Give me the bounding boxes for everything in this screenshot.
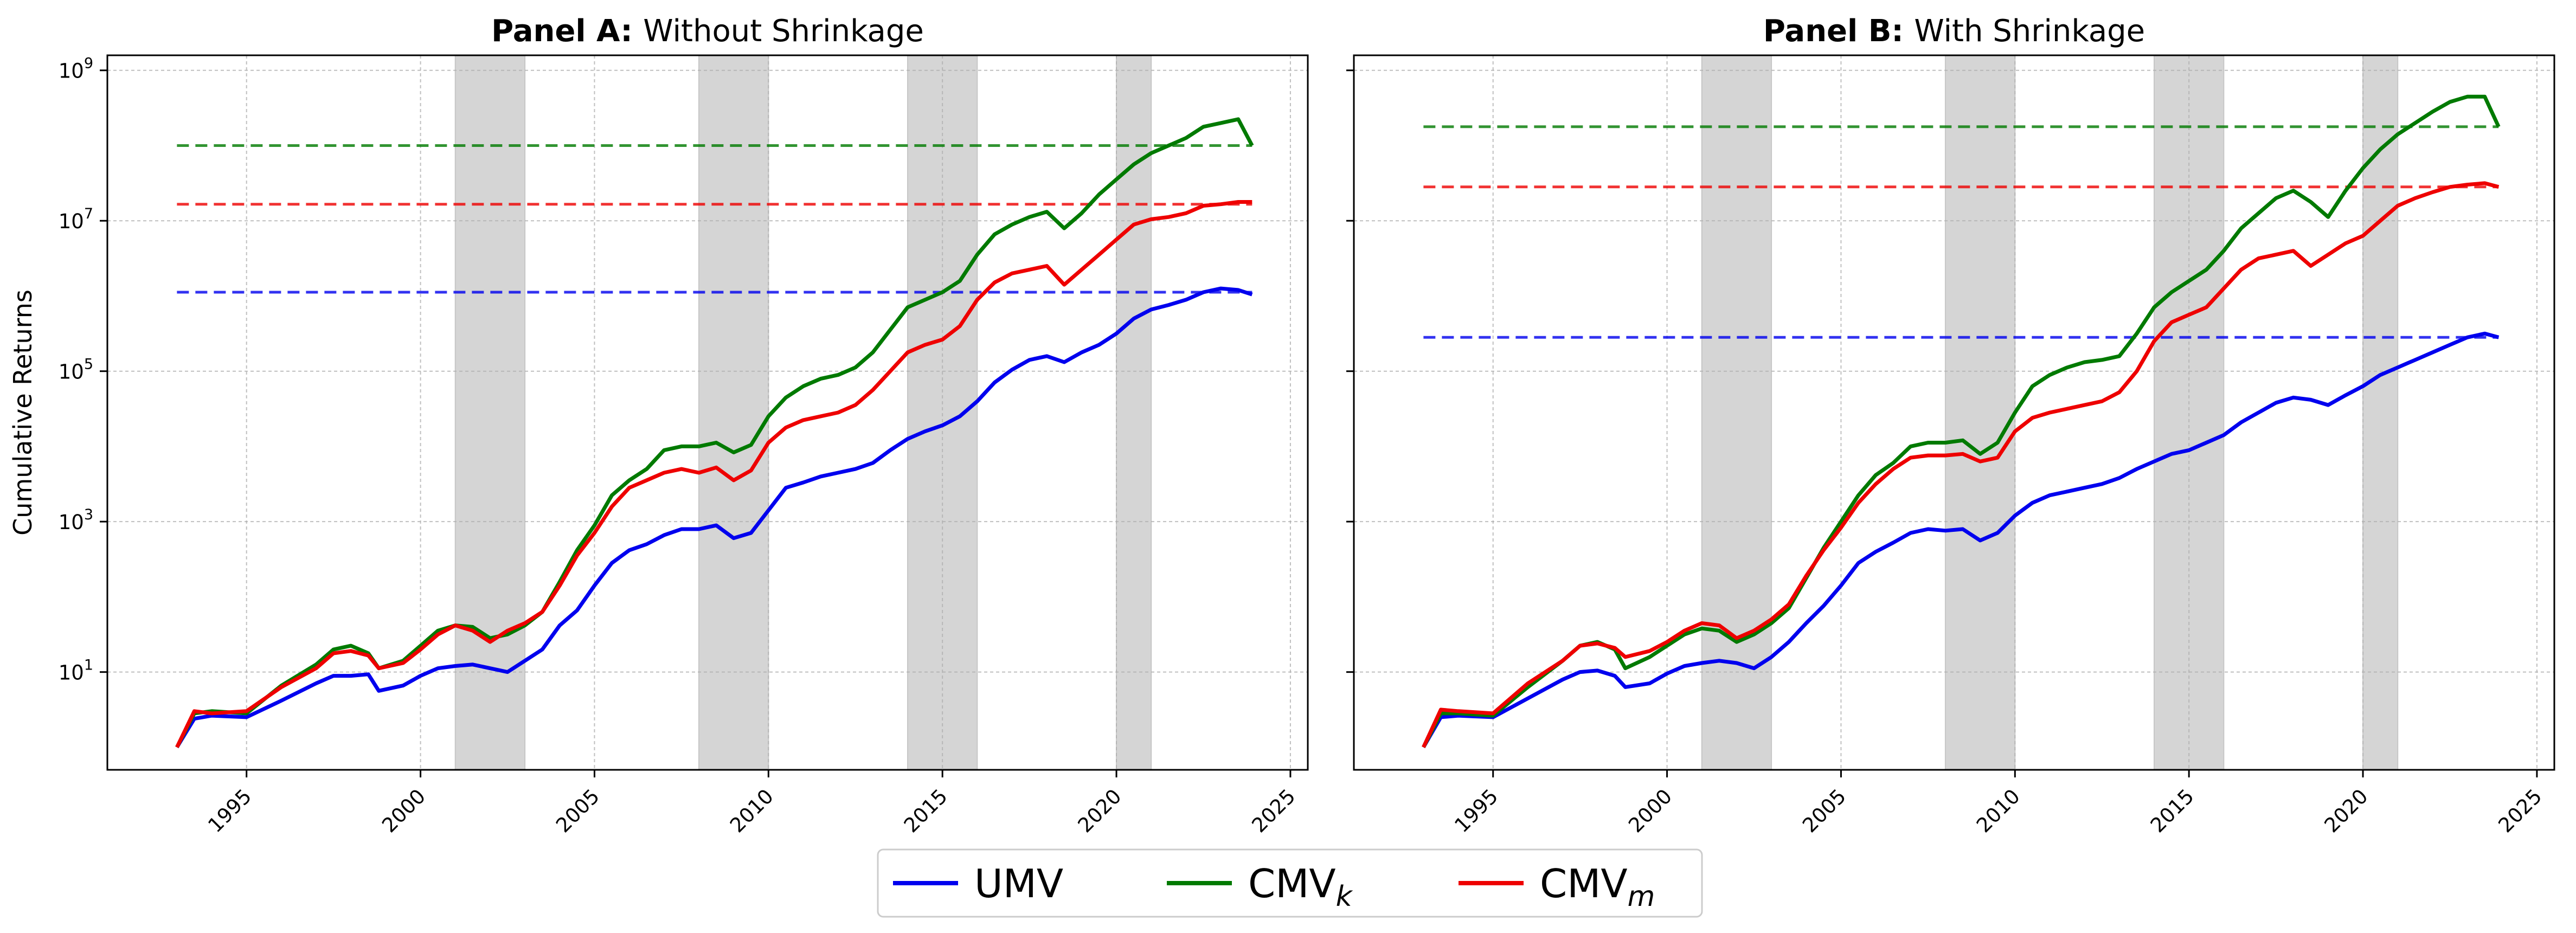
legend-frame	[877, 848, 1703, 918]
shaded-period	[1701, 55, 1772, 770]
x-tick-label: 2025	[1248, 784, 1300, 837]
reference-lines	[177, 144, 1252, 294]
legend-label-cmv-k: CMVk	[1248, 861, 1353, 913]
x-axis: 1995 2000 2005 2010 2015 2020 2025	[1450, 770, 2547, 837]
x-tick-label: 2015	[900, 784, 952, 837]
x-tick-label: 2020	[1074, 784, 1126, 837]
x-tick-label: 2020	[2320, 784, 2373, 837]
legend-label-umv: UMV	[974, 861, 1063, 906]
x-tick-label: 2015	[2146, 784, 2199, 837]
panel-b: 1995 2000 2005 2010 2015 2020 2025 Panel B: Wit…	[1346, 14, 2555, 837]
legend: UMV CMVk CMVm	[877, 848, 1703, 918]
shaded-period	[2154, 55, 2225, 770]
panel-title: Panel B: With Shrinkage	[1763, 14, 2145, 49]
series-line-umv	[1422, 331, 2500, 749]
x-tick-label: 2010	[1972, 784, 2025, 837]
y-tick-label: 103	[59, 506, 93, 534]
shaded-period	[1944, 55, 2016, 770]
x-tick-label: 2000	[1624, 784, 1676, 837]
reference-lines	[1423, 125, 2499, 339]
plot-frame	[1353, 54, 2555, 771]
grid	[1354, 55, 2554, 770]
series-line-cmv-m	[1422, 181, 2500, 748]
panel-title: Panel A: Without Shrinkage	[491, 14, 924, 49]
y-tick-label: 109	[59, 55, 93, 83]
panel-a: 1995 2000 2005 2010 2015 2020 2025 101 103 105 107…	[8, 14, 1309, 837]
series	[175, 117, 1254, 749]
shaded-period	[2362, 55, 2399, 770]
shaded-period	[454, 55, 526, 770]
series	[1422, 94, 2501, 749]
x-tick-label: 2010	[725, 784, 778, 837]
x-tick-label: 2025	[2494, 784, 2547, 837]
y-tick-label: 107	[59, 205, 93, 233]
x-tick-label: 2000	[377, 784, 430, 837]
y-axis: 101 103 105 107 109	[59, 55, 107, 685]
x-tick-label: 1995	[1450, 784, 1502, 837]
y-tick-label: 105	[59, 356, 93, 384]
panels: 1995 2000 2005 2010 2015 2020 2025 101 103 105 107…	[8, 14, 2555, 837]
y-axis-title: Cumulative Returns	[8, 289, 37, 536]
shaded-periods	[454, 55, 1152, 770]
series-line-cmv-m	[175, 200, 1252, 748]
x-tick-label: 2005	[551, 784, 604, 837]
x-tick-label: 2005	[1798, 784, 1851, 837]
x-tick-label: 1995	[203, 784, 256, 837]
shaded-period	[698, 55, 769, 770]
series-line-umv	[175, 286, 1253, 749]
series-line-cmv-k	[1422, 94, 2501, 748]
x-axis: 1995 2000 2005 2010 2015 2020 2025	[203, 770, 1300, 837]
legend-label-cmv-m: CMVm	[1540, 861, 1655, 913]
plot-frame	[106, 54, 1309, 771]
shaded-periods	[1701, 55, 2399, 770]
y-tick-label: 101	[59, 657, 93, 685]
y-axis	[1346, 69, 1354, 673]
